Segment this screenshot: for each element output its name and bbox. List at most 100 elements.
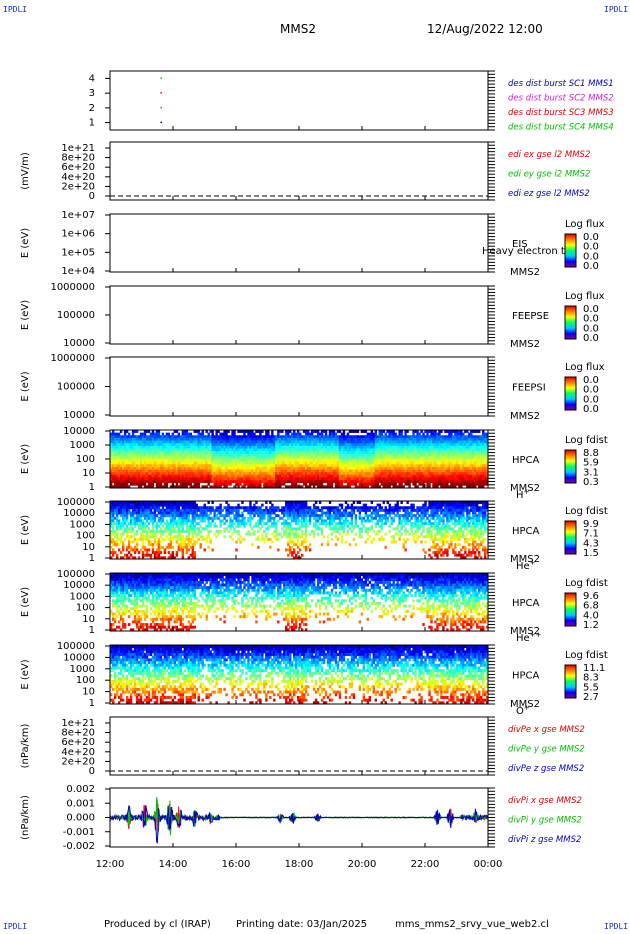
spectrogram-cell (324, 477, 328, 481)
spectrogram-cell (360, 466, 364, 470)
spectrogram-cell (426, 474, 429, 478)
spectrogram-cell (111, 485, 115, 489)
spectrogram-cell (420, 464, 423, 468)
spectrogram-cell (243, 472, 246, 476)
spectrogram-cell (398, 443, 401, 447)
spectrogram-cell (350, 466, 354, 470)
spectrogram-cell (135, 443, 139, 447)
spectrogram-cell (418, 474, 421, 478)
spectrogram-cell (420, 461, 423, 465)
spectrogram-cell (464, 469, 467, 473)
spectrogram-cell (464, 443, 467, 447)
spectrogram-cell (414, 461, 417, 465)
spectrogram-cell (316, 485, 320, 489)
panel-p3-ytick-label: 1e+06 (61, 229, 95, 240)
spectrogram-cell (117, 503, 121, 507)
spectrogram-cell (293, 461, 296, 465)
spectrogram-cell (211, 445, 214, 449)
spectrogram-cell (354, 445, 358, 449)
spectrogram-cell (243, 430, 246, 433)
spectrogram-cell (157, 548, 161, 552)
panel-p5-ytick-label: 1000000 (50, 353, 95, 364)
spectrogram-cell (205, 464, 208, 468)
legend-entry: edi ex gse l2 MMS2 (508, 150, 590, 160)
spectrogram-cell (293, 440, 296, 444)
spectrogram-cell (165, 435, 169, 439)
spectrogram-cell (458, 445, 461, 449)
spectrogram-cell (255, 437, 258, 441)
spectrogram-cell (460, 430, 463, 433)
spectrogram-cell (249, 456, 252, 460)
spectrogram-cell (133, 469, 137, 473)
spectrogram-cell (255, 485, 258, 489)
spectrogram-cell (219, 437, 222, 441)
spectrogram-cell (314, 482, 318, 486)
spectrogram-cell (460, 445, 463, 449)
spectrogram-cell (378, 456, 381, 460)
spectrogram-cell (322, 474, 326, 478)
spectrogram-cell (177, 437, 181, 441)
spectrogram-cell (283, 448, 286, 452)
spectrogram-cell (454, 443, 457, 447)
spectrogram-cell (131, 535, 135, 539)
spectrogram-cell (384, 477, 387, 481)
spectrogram-cell (416, 477, 419, 481)
spectrogram-cell (364, 448, 368, 452)
spectrogram-cell (410, 456, 413, 460)
spectrogram-cell (233, 477, 236, 481)
spectrogram-cell (143, 480, 147, 484)
spectrogram-cell (213, 464, 216, 468)
spectrogram-cell (476, 445, 479, 449)
spectrogram-cell (486, 466, 489, 470)
spectrogram-cell (414, 453, 417, 457)
spectrogram-cell (157, 482, 161, 486)
spectrogram-cell (127, 469, 131, 473)
spectrogram-cell (474, 445, 477, 449)
spectrogram-cell (442, 440, 445, 444)
spectrogram-cell (143, 448, 147, 452)
spectrogram-cell (125, 477, 129, 481)
spectrogram-cell (474, 464, 477, 468)
spectrogram-cell (372, 440, 375, 444)
spectrogram-cell (450, 432, 453, 436)
spectrogram-cell (275, 477, 278, 481)
spectrogram-cell (225, 459, 228, 462)
spectrogram-cell (161, 469, 165, 473)
spectrogram-cell (336, 459, 340, 462)
spectrogram-cell (450, 459, 453, 462)
spectrogram-cell (291, 466, 294, 470)
spectrogram-cell (376, 466, 379, 470)
spectrogram-cell (384, 474, 387, 478)
spectrogram-cell (470, 451, 473, 455)
spectrogram-cell (243, 453, 246, 457)
spectrogram-cell (478, 451, 481, 455)
spectrogram-cell (131, 456, 135, 460)
spectrogram-cell (193, 448, 196, 452)
spectrogram-cell (416, 448, 419, 452)
spectrogram-cell (300, 461, 304, 465)
spectrogram-cell (111, 527, 115, 531)
spectrogram-cell (442, 451, 445, 455)
spectrogram-cell (207, 459, 210, 462)
spectrogram-cell (159, 472, 163, 476)
spectrogram-cell (251, 482, 254, 486)
spectrogram-cell (207, 477, 210, 481)
spectrogram-cell (205, 451, 208, 455)
spectrogram-cell (422, 472, 425, 476)
spectrogram-cell (169, 472, 173, 476)
spectrogram-cell (330, 443, 334, 447)
spectrogram-cell (364, 453, 368, 457)
spectrogram-cell (312, 474, 316, 478)
spectrogram-cell (318, 480, 322, 484)
spectrogram-cell (314, 456, 318, 460)
spectrogram-cell (185, 432, 188, 436)
spectrogram-cell (147, 453, 151, 457)
spectrogram-cell (364, 451, 368, 455)
spectrogram-cell (302, 464, 306, 468)
spectrogram-cell (231, 469, 234, 473)
spectrogram-cell (237, 482, 240, 486)
spectrogram-cell (320, 453, 324, 457)
spectrogram-cell (458, 448, 461, 452)
spectrogram-cell (454, 448, 457, 452)
spectrogram-cell (444, 435, 447, 439)
